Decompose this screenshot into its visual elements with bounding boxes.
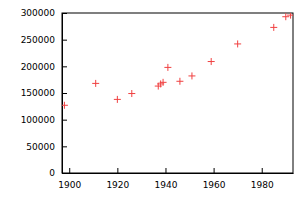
chart: 1900 1920 1940 1960 1980 0 50000 100000 150000 20… [0, 0, 300, 200]
point [234, 40, 241, 47]
x-tick-mark [69, 168, 70, 173]
x-tick-label: 1960 [203, 180, 226, 190]
x-axis: 1900 1920 1940 1960 1980 [58, 168, 293, 190]
point [114, 96, 121, 103]
y-tick: 300000 [21, 8, 67, 18]
point [62, 102, 68, 109]
x-tick-label: 1980 [251, 180, 274, 190]
point [176, 78, 183, 85]
point [92, 80, 99, 87]
y-tick-mark [62, 93, 67, 94]
x-tick-label: 1920 [106, 180, 129, 190]
point [270, 24, 277, 31]
y-tick-label: 250000 [21, 35, 56, 45]
y-tick-mark [62, 13, 67, 14]
point [287, 13, 293, 19]
y-tick-label: 200000 [21, 62, 56, 72]
y-tick-mark [62, 40, 67, 41]
y-tick: 0 [49, 168, 67, 178]
y-tick-label: 300000 [21, 8, 56, 18]
y-tick-label: 100000 [21, 115, 56, 125]
point [160, 79, 167, 86]
y-tick-label: 150000 [21, 88, 56, 98]
x-tick: 1920 [106, 168, 129, 190]
x-tick: 1900 [58, 168, 81, 190]
x-tick-mark [262, 168, 263, 173]
point [208, 58, 215, 65]
point [128, 90, 135, 97]
x-tick: 1980 [251, 168, 274, 190]
point [282, 13, 289, 20]
y-tick-label: 50000 [26, 142, 55, 152]
x-tick-mark [117, 168, 118, 173]
y-tick: 100000 [21, 115, 67, 125]
y-tick-label: 0 [49, 168, 55, 178]
y-tick: 200000 [21, 62, 67, 72]
y-tick-mark [62, 173, 67, 174]
y-tick-mark [62, 146, 67, 147]
y-tick: 150000 [21, 88, 67, 98]
x-axis-line [63, 173, 294, 174]
y-tick: 250000 [21, 35, 67, 45]
points [62, 13, 293, 109]
y-tick-mark [62, 120, 67, 121]
x-tick-mark [214, 168, 215, 173]
x-tick-label: 1900 [58, 180, 81, 190]
x-tick-label: 1940 [155, 180, 178, 190]
point [164, 64, 171, 71]
x-tick: 1960 [203, 168, 226, 190]
x-tick-mark [165, 168, 166, 173]
y-axis: 0 50000 100000 150000 200000 250000 300000 [21, 8, 67, 178]
y-tick: 50000 [26, 142, 67, 152]
plot-frame [62, 13, 293, 173]
y-tick-mark [62, 66, 67, 67]
x-tick: 1940 [155, 168, 178, 190]
point [188, 72, 195, 79]
